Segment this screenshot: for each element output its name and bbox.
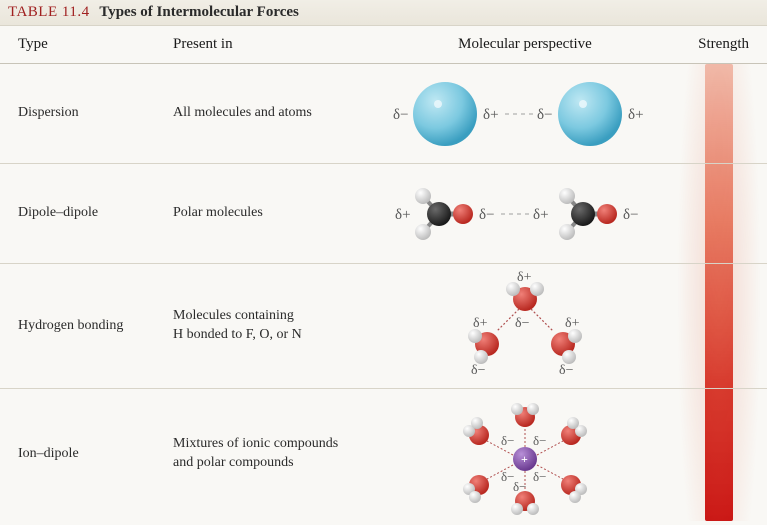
- row-present-in: Polar molecules: [165, 196, 385, 231]
- dispersion-diagram: δ− δ+ δ− δ+: [385, 68, 665, 160]
- svg-text:δ+: δ+: [517, 270, 532, 285]
- table-number: TABLE 11.4: [8, 4, 90, 20]
- svg-text:δ−: δ−: [559, 363, 574, 378]
- table-caption-bar: TABLE 11.4 Types of Intermolecular Force…: [0, 0, 767, 26]
- col-header-strength: Strength: [665, 26, 767, 63]
- col-header-type: Type: [0, 26, 165, 63]
- svg-text:δ−: δ−: [479, 207, 495, 223]
- row-present-in: Mixtures of ionic compounds and polar co…: [165, 427, 385, 481]
- table-title: Types of Intermolecular Forces: [99, 4, 299, 20]
- hydrogen-bonding-diagram: δ+ δ+ δ− δ+ δ− δ−: [385, 263, 665, 390]
- svg-text:δ+: δ+: [533, 207, 549, 223]
- table-row: Hydrogen bonding Molecules containing H …: [0, 264, 767, 389]
- svg-text:δ−: δ−: [501, 433, 514, 448]
- svg-text:δ+: δ+: [628, 107, 644, 123]
- row-type-label: Hydrogen bonding: [0, 309, 165, 344]
- table-row: Dipole–dipole Polar molecules δ+: [0, 164, 767, 264]
- row-present-in: Molecules containing H bonded to F, O, o…: [165, 299, 385, 353]
- table-row: Ion–dipole Mixtures of ionic compounds a…: [0, 389, 767, 519]
- svg-text:δ+: δ+: [565, 316, 580, 331]
- table-header-row: Type Present in Molecular perspective St…: [0, 26, 767, 64]
- row-present-in: All molecules and atoms: [165, 96, 385, 131]
- svg-text:δ−: δ−: [537, 107, 553, 123]
- svg-text:δ−: δ−: [513, 479, 526, 494]
- svg-text:δ−: δ−: [533, 469, 546, 484]
- row-type-label: Dipole–dipole: [0, 196, 165, 231]
- table-row: Dispersion All molecules and atoms δ− δ+…: [0, 64, 767, 164]
- col-header-molecular-perspective: Molecular perspective: [385, 26, 665, 63]
- dipole-dipole-diagram: δ+ δ− δ+: [385, 168, 665, 260]
- svg-text:+: +: [521, 452, 528, 466]
- svg-text:δ−: δ−: [515, 316, 530, 331]
- svg-text:δ+: δ+: [473, 316, 488, 331]
- svg-text:δ−: δ−: [393, 107, 409, 123]
- svg-text:δ−: δ−: [533, 433, 546, 448]
- svg-text:δ+: δ+: [395, 207, 411, 223]
- col-header-present-in: Present in: [165, 26, 385, 63]
- row-type-label: Dispersion: [0, 96, 165, 131]
- svg-text:δ−: δ−: [471, 363, 486, 378]
- svg-text:δ+: δ+: [483, 107, 499, 123]
- row-type-label: Ion–dipole: [0, 437, 165, 472]
- svg-text:δ−: δ−: [623, 207, 639, 223]
- ion-dipole-diagram: +: [385, 383, 665, 525]
